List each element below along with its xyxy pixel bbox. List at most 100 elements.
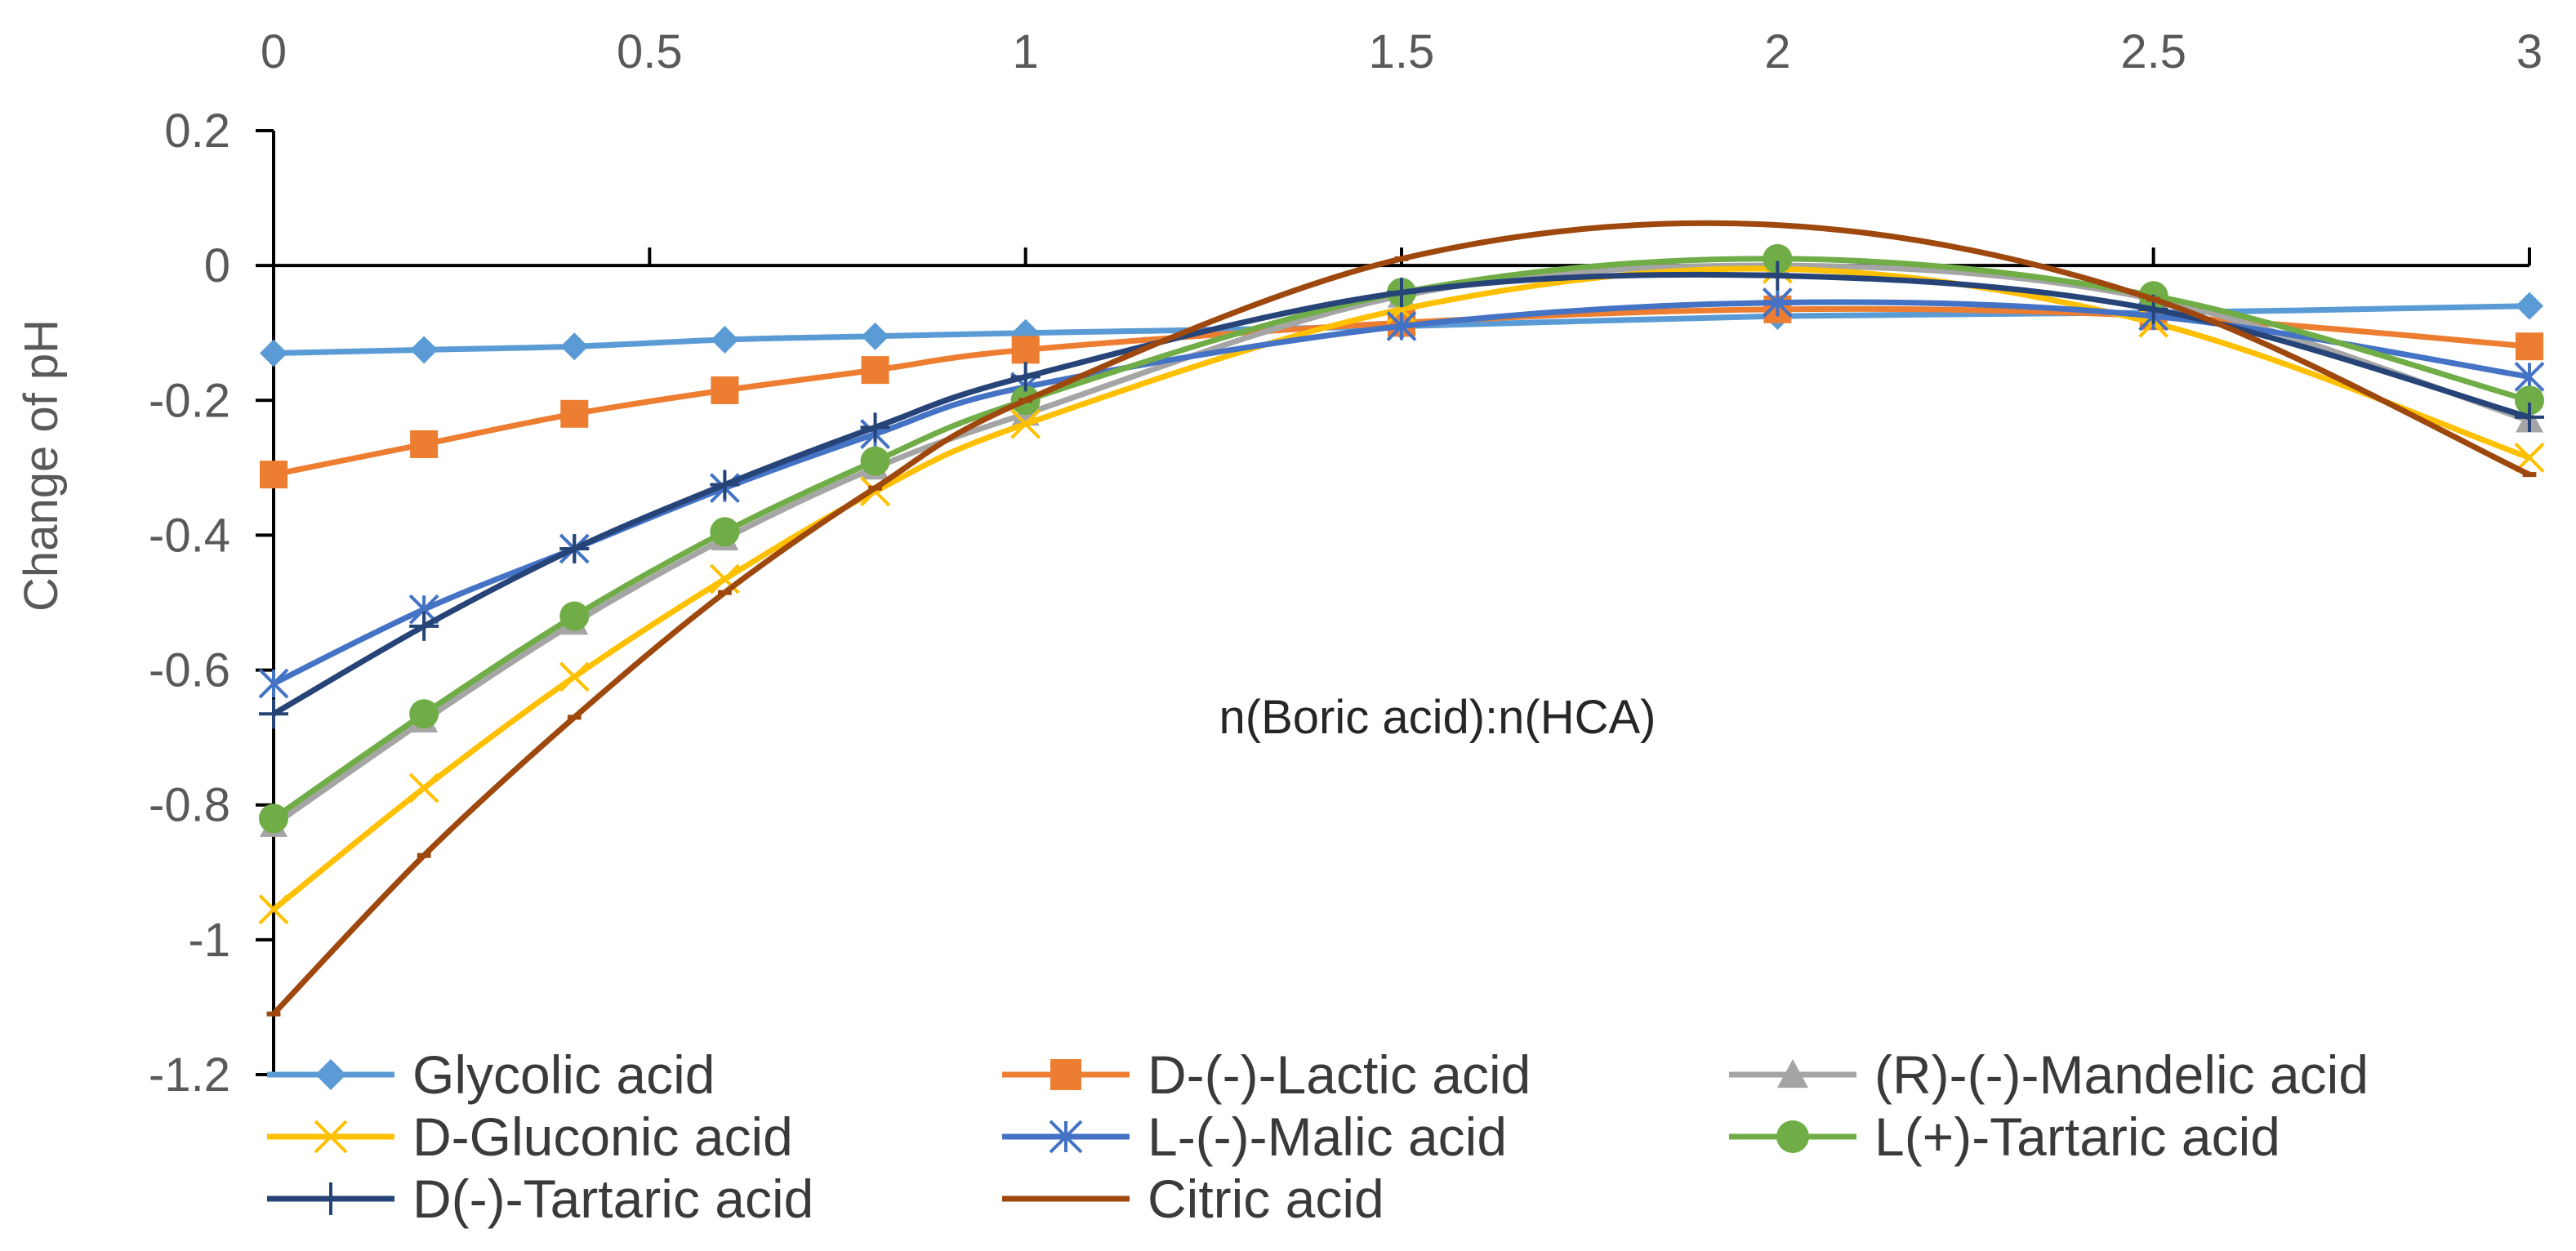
data-point (410, 336, 439, 364)
data-point (1777, 1059, 1808, 1089)
data-point (860, 446, 890, 476)
data-point (2515, 402, 2544, 432)
series-layer (258, 220, 2545, 1017)
data-point (559, 661, 590, 692)
data-point (560, 332, 589, 361)
y-tick-label: -1.2 (149, 1048, 230, 1102)
axes (256, 129, 2531, 1076)
y-axis-title: Change of pH (15, 319, 68, 612)
data-point (868, 485, 882, 491)
data-point (718, 590, 732, 595)
series-line (272, 299, 2530, 687)
data-point (1763, 260, 1793, 291)
legend-item: L-(-)-Malic acid (1002, 1106, 1507, 1167)
data-point (410, 430, 439, 458)
x-tick-label: 0 (261, 25, 287, 78)
legend-label: L(+)-Tartaric acid (1874, 1106, 2280, 1167)
data-point (1011, 336, 1040, 364)
data-point (710, 517, 740, 547)
data-point (1762, 287, 1793, 318)
x-tick-label: 1 (1013, 25, 1039, 78)
y-tick-label: -0.4 (149, 509, 230, 562)
x-axis-title: n(Boric acid):n(HCA) (1219, 691, 1656, 744)
data-point (266, 1011, 281, 1017)
data-point (417, 853, 431, 858)
legend-label: D-Gluconic acid (412, 1106, 793, 1167)
data-point (1010, 362, 1041, 392)
legend-label: Citric acid (1148, 1169, 1384, 1229)
legend-label: D(-)-Tartaric acid (412, 1169, 813, 1229)
series (258, 287, 2545, 699)
data-point (1050, 1059, 1081, 1090)
series (266, 220, 2537, 1017)
y-tick-label: -0.2 (149, 374, 230, 427)
series (258, 253, 2545, 925)
legend-item: D-(-)-Lactic acid (1002, 1044, 1531, 1105)
data-point (559, 601, 590, 631)
x-tick-label: 1.5 (1369, 25, 1435, 78)
data-point (709, 563, 740, 594)
data-point (409, 611, 439, 641)
data-point (314, 1120, 348, 1154)
legend-label: (R)-(-)-Mandelic acid (1874, 1044, 2369, 1105)
legend-label: L-(-)-Malic acid (1148, 1106, 1507, 1167)
series-line (271, 265, 2531, 912)
x-tick-label: 2.5 (2120, 25, 2186, 78)
data-point (1018, 398, 1033, 403)
data-point (711, 376, 739, 404)
x-tick-label: 0.5 (617, 25, 683, 78)
data-point (1387, 278, 1416, 308)
data-point (258, 894, 289, 925)
y-tick-label: 0 (204, 239, 230, 292)
data-point (408, 772, 439, 804)
legend-item: (R)-(-)-Mandelic acid (1729, 1044, 2369, 1105)
data-point (559, 533, 590, 563)
data-point (2516, 332, 2543, 361)
data-point (860, 412, 890, 443)
data-point (259, 804, 288, 834)
legend-label: Glycolic acid (412, 1044, 715, 1105)
series-line (273, 305, 2530, 478)
x-tick-label: 3 (2516, 25, 2543, 78)
data-point (2516, 292, 2543, 320)
legend-item: D-Gluconic acid (267, 1106, 793, 1167)
data-point (2146, 296, 2161, 302)
series-line (272, 256, 2530, 821)
data-point (1010, 408, 1041, 439)
series (259, 260, 2544, 729)
x-tick-label: 2 (1764, 25, 1790, 78)
legend: Glycolic acid D-(-)-Lactic acid (R)-(-)-Ma… (267, 1044, 2369, 1229)
data-point (409, 699, 439, 729)
data-point (560, 399, 589, 428)
data-point (861, 322, 889, 350)
y-tick-label: -0.8 (149, 779, 230, 832)
data-point (1058, 1196, 1074, 1201)
data-point (314, 1182, 347, 1215)
data-point (1394, 256, 1409, 261)
data-point (1770, 222, 1785, 228)
data-point (1763, 243, 1793, 274)
data-point (260, 339, 287, 367)
data-point (1049, 1120, 1083, 1154)
legend-item: Citric acid (1002, 1169, 1384, 1229)
data-point (258, 668, 289, 699)
data-point (260, 461, 287, 489)
data-point (567, 715, 582, 720)
y-tick-label: 0.2 (164, 105, 230, 158)
data-point (861, 356, 889, 385)
data-point (1386, 311, 1417, 341)
y-tick-label: -0.6 (149, 644, 230, 697)
data-point (710, 470, 740, 500)
data-point (259, 699, 288, 729)
legend-item: D(-)-Tartaric acid (267, 1169, 813, 1229)
legend-label: D-(-)-Lactic acid (1148, 1044, 1531, 1105)
data-point (1776, 1120, 1809, 1153)
series-line (272, 271, 2530, 717)
x-tick-labels: 0 0.5 1 1.5 2 2.5 3 (261, 25, 2543, 78)
legend-item: L(+)-Tartaric acid (1729, 1106, 2280, 1167)
y-tick-label: -1 (188, 914, 230, 967)
legend-item: Glycolic acid (267, 1044, 715, 1105)
data-point (2522, 472, 2537, 478)
y-tick-labels: 0.2 0 -0.2 -0.4 -0.6 -0.8 -1 -1.2 (149, 105, 230, 1102)
